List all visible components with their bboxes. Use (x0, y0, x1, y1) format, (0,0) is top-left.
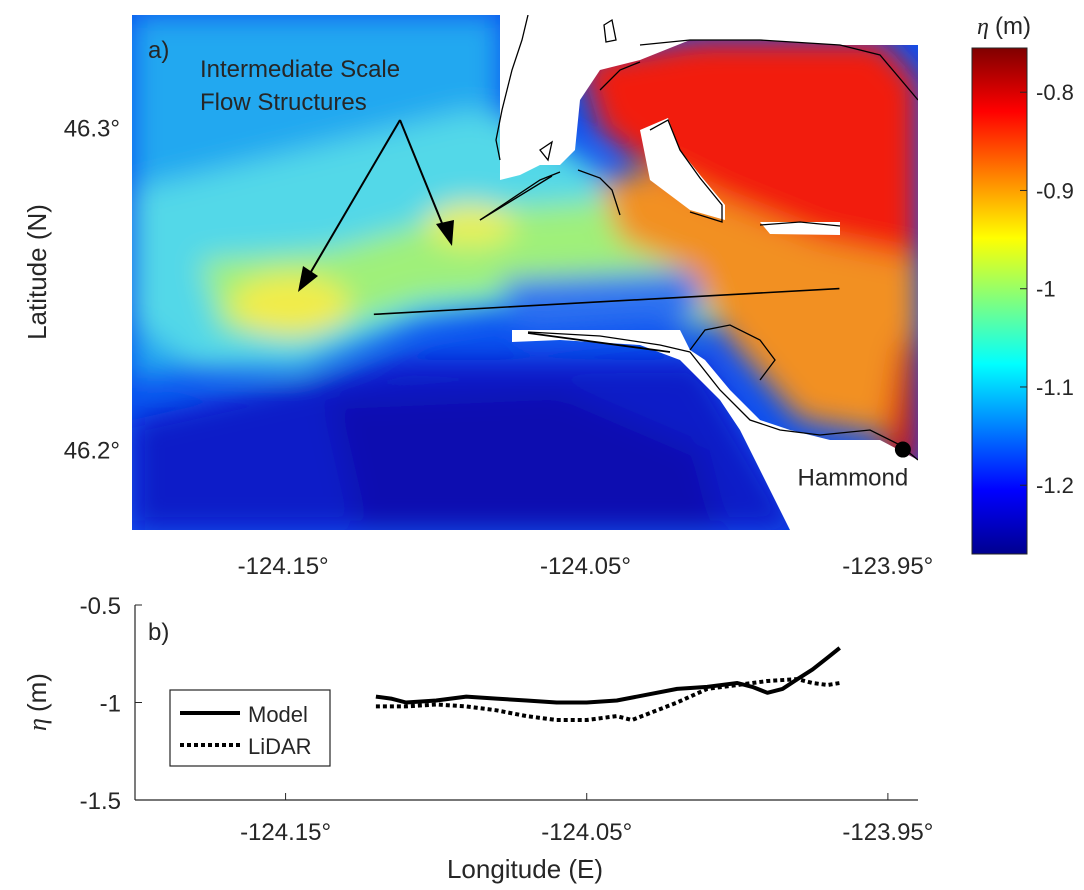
x-tick-label-b: -123.95° (842, 819, 933, 846)
colorbar-label: η (m) (977, 13, 1031, 40)
x-tick-label-a: -124.05° (540, 553, 631, 580)
arrowhead-left (298, 266, 318, 292)
legend-label-model: Model (248, 702, 308, 727)
y-axis-label-b-unit: (m) (22, 673, 52, 712)
panel-b-line-chart: b) -0.5 -1 -1.5 -124.15° -124.05° -123.95° L… (22, 593, 933, 884)
x-tick-label-a: -123.95° (842, 553, 933, 580)
series-group (375, 646, 841, 722)
x-tick-label-b: -124.05° (541, 819, 632, 846)
colorbar-tick-label: -1 (1036, 277, 1056, 302)
x-axis-label-b: Longitude (E) (447, 854, 603, 884)
y-axis-label-a: Latitude (N) (22, 204, 52, 340)
colorbar-tick-label: -1.2 (1036, 473, 1074, 498)
colorbar: η (m) -0.8 -0.9 -1 -1.1 -1.2 (971, 13, 1074, 555)
x-ticks-b: -124.15° -124.05° -123.95° (240, 793, 933, 846)
colorbar-gradient (971, 47, 1028, 555)
arrowhead-right (436, 220, 454, 246)
y-axis-label-b-symbol: η (23, 718, 52, 731)
colorbar-ticks: -0.8 -0.9 -1 -1.1 -1.2 (1020, 80, 1074, 498)
legend: Model LiDAR (169, 689, 331, 767)
panel-b-label: b) (148, 619, 169, 646)
y-tick-label-a: 46.2° (64, 438, 120, 465)
transect-line (373, 287, 840, 316)
hammond-marker (894, 441, 911, 458)
y-ticks-b: -0.5 -1 -1.5 (80, 593, 142, 815)
annotation-arrows (304, 119, 449, 283)
x-ticks-a: -124.15° -124.05° -123.95° (238, 553, 934, 580)
x-tick-label-b: -124.15° (240, 819, 331, 846)
colorbar-label-unit: (m) (995, 13, 1031, 40)
south-jetty (527, 332, 671, 353)
colorbar-tick-label: -0.9 (1036, 178, 1074, 203)
colorbar-tick-label: -0.8 (1036, 80, 1074, 105)
hammond-label: Hammond (798, 465, 909, 492)
sea-surface-heatmap (132, 15, 918, 530)
series-line-lidar (375, 677, 841, 722)
annotation-line-1: Intermediate Scale (200, 56, 400, 83)
y-ticks-a: 46.3° 46.2° (64, 116, 120, 465)
y-tick-label-b: -1 (100, 691, 121, 718)
y-tick-label-b: -1.5 (80, 788, 121, 815)
series-line-model (375, 646, 841, 705)
legend-box (169, 689, 331, 767)
panel-a-label: a) (148, 37, 169, 64)
legend-label-lidar: LiDAR (248, 734, 312, 759)
colorbar-label-symbol: η (977, 14, 989, 40)
annotation-line-2: Flow Structures (200, 89, 367, 116)
y-tick-label-a: 46.3° (64, 116, 120, 143)
panel-a-map: Hammond a) Intermediate Scale Flow Struc… (22, 15, 933, 580)
y-tick-label-b: -0.5 (80, 593, 121, 620)
y-axis-label-b: η (m) (22, 673, 52, 731)
colorbar-tick-label: -1.1 (1036, 375, 1074, 400)
x-tick-label-a: -124.15° (238, 553, 329, 580)
coastline (479, 15, 918, 461)
north-jetty (479, 175, 553, 221)
